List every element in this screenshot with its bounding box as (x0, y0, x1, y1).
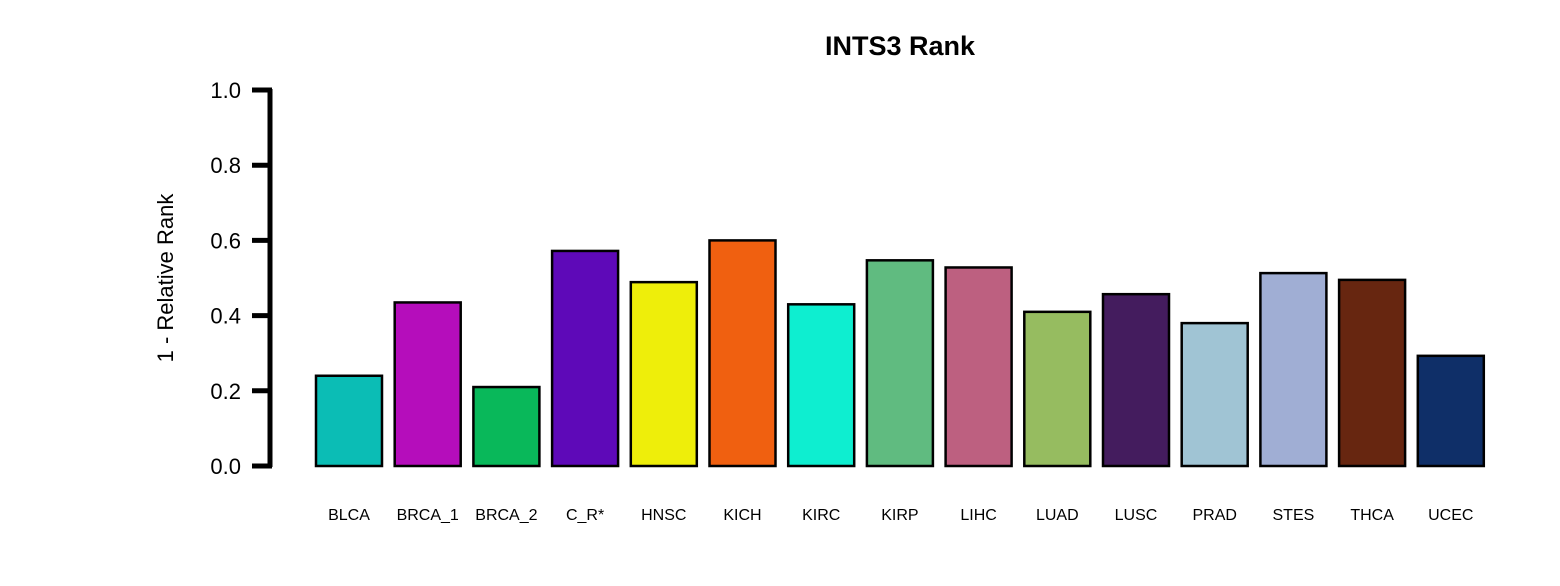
bar-kirc (786, 303, 856, 468)
y-tick-label: 1.0 (210, 78, 241, 103)
x-tick-label: KICH (723, 507, 761, 524)
x-tick-label: BRCA_1 (397, 507, 459, 524)
bar-kirp (865, 259, 935, 468)
chart-title: INTS3 Rank (825, 31, 976, 61)
bar-lihc (944, 266, 1013, 468)
x-tick-label: KIRP (881, 507, 918, 524)
y-tick-label: 0.0 (210, 454, 241, 479)
x-tick-label: UCEC (1428, 507, 1473, 524)
x-tick-label: THCA (1350, 507, 1394, 524)
bar-kich (708, 239, 777, 468)
x-tick-label: PRAD (1192, 507, 1236, 524)
x-tick-label: LIHC (960, 507, 996, 524)
x-axis-labels: BLCA BRCA_1 BRCA_2 C_R* HNSC KICH KIRC KIRP LIHC… (328, 507, 1473, 524)
bar-stes (1259, 271, 1328, 468)
bar-luad (1023, 310, 1092, 468)
bar-lusc (1101, 292, 1171, 468)
y-tick-label: 0.4 (210, 304, 241, 329)
x-tick-label: LUSC (1115, 507, 1158, 524)
bar-c-r (550, 249, 620, 468)
bar-blca (314, 374, 384, 468)
x-tick-label: C_R* (566, 507, 604, 524)
x-tick-label: BRCA_2 (475, 507, 537, 524)
y-tick-label: 0.6 (210, 228, 241, 253)
y-tick-label: 0.8 (210, 153, 241, 178)
x-tick-label: STES (1273, 507, 1315, 524)
y-axis-label: 1 - Relative Rank (153, 193, 178, 363)
y-tick-label: 0.2 (210, 379, 241, 404)
bar-brca-2 (472, 385, 541, 468)
bar-hnsc (629, 280, 699, 468)
bar-ucec (1416, 354, 1486, 468)
bars-group (314, 239, 1486, 468)
bar-thca (1337, 278, 1407, 468)
y-axis-ticks: 0.0 0.2 0.4 0.6 0.8 1.0 (210, 78, 272, 479)
x-tick-label: HNSC (641, 507, 686, 524)
x-tick-label: KIRC (802, 507, 840, 524)
x-tick-label: LUAD (1036, 507, 1079, 524)
bar-prad (1180, 321, 1249, 468)
x-tick-label: BLCA (328, 507, 370, 524)
bar-brca-1 (393, 301, 462, 468)
